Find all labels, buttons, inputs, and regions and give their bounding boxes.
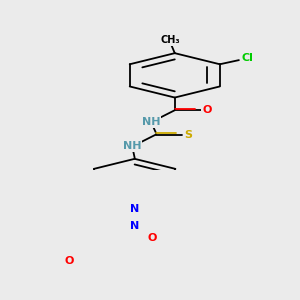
Text: O: O (147, 233, 157, 243)
Text: N: N (130, 203, 139, 214)
Text: CH₃: CH₃ (161, 35, 181, 45)
Text: O: O (64, 256, 74, 266)
Text: Cl: Cl (241, 53, 253, 63)
Text: S: S (184, 130, 192, 140)
Text: NH: NH (123, 141, 141, 151)
Text: N: N (130, 220, 139, 231)
Text: O: O (202, 105, 212, 115)
Text: NH: NH (142, 117, 160, 127)
